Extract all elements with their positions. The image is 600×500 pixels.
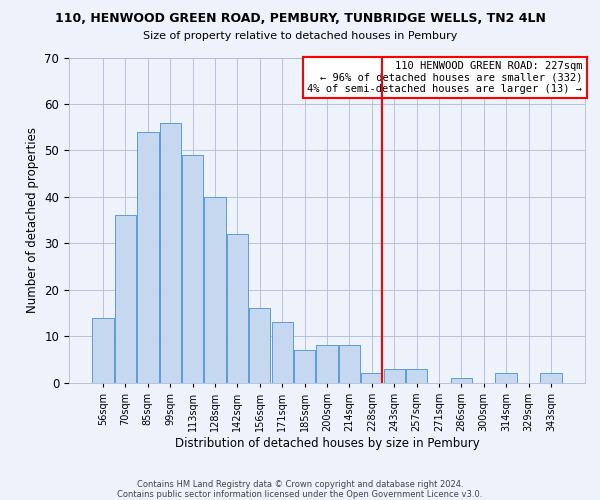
Bar bbox=[160, 122, 181, 382]
Text: Size of property relative to detached houses in Pembury: Size of property relative to detached ho… bbox=[143, 31, 457, 41]
Bar bbox=[540, 373, 562, 382]
Text: 110, HENWOOD GREEN ROAD, PEMBURY, TUNBRIDGE WELLS, TN2 4LN: 110, HENWOOD GREEN ROAD, PEMBURY, TUNBRI… bbox=[55, 12, 545, 26]
Bar bbox=[92, 318, 114, 382]
Bar bbox=[339, 346, 360, 383]
Bar bbox=[205, 197, 226, 382]
Text: Contains public sector information licensed under the Open Government Licence v3: Contains public sector information licen… bbox=[118, 490, 482, 499]
Bar bbox=[383, 368, 405, 382]
Bar bbox=[227, 234, 248, 382]
Bar bbox=[361, 373, 382, 382]
Bar bbox=[406, 368, 427, 382]
Bar bbox=[182, 155, 203, 382]
Bar bbox=[272, 322, 293, 382]
Bar bbox=[316, 346, 338, 383]
Bar bbox=[115, 216, 136, 382]
Y-axis label: Number of detached properties: Number of detached properties bbox=[26, 127, 39, 313]
Text: 110 HENWOOD GREEN ROAD: 227sqm
← 96% of detached houses are smaller (332)
4% of : 110 HENWOOD GREEN ROAD: 227sqm ← 96% of … bbox=[307, 60, 583, 94]
Bar bbox=[249, 308, 271, 382]
Bar bbox=[496, 373, 517, 382]
Bar bbox=[137, 132, 158, 382]
Bar bbox=[294, 350, 315, 382]
Text: Contains HM Land Registry data © Crown copyright and database right 2024.: Contains HM Land Registry data © Crown c… bbox=[137, 480, 463, 489]
X-axis label: Distribution of detached houses by size in Pembury: Distribution of detached houses by size … bbox=[175, 436, 479, 450]
Bar bbox=[451, 378, 472, 382]
